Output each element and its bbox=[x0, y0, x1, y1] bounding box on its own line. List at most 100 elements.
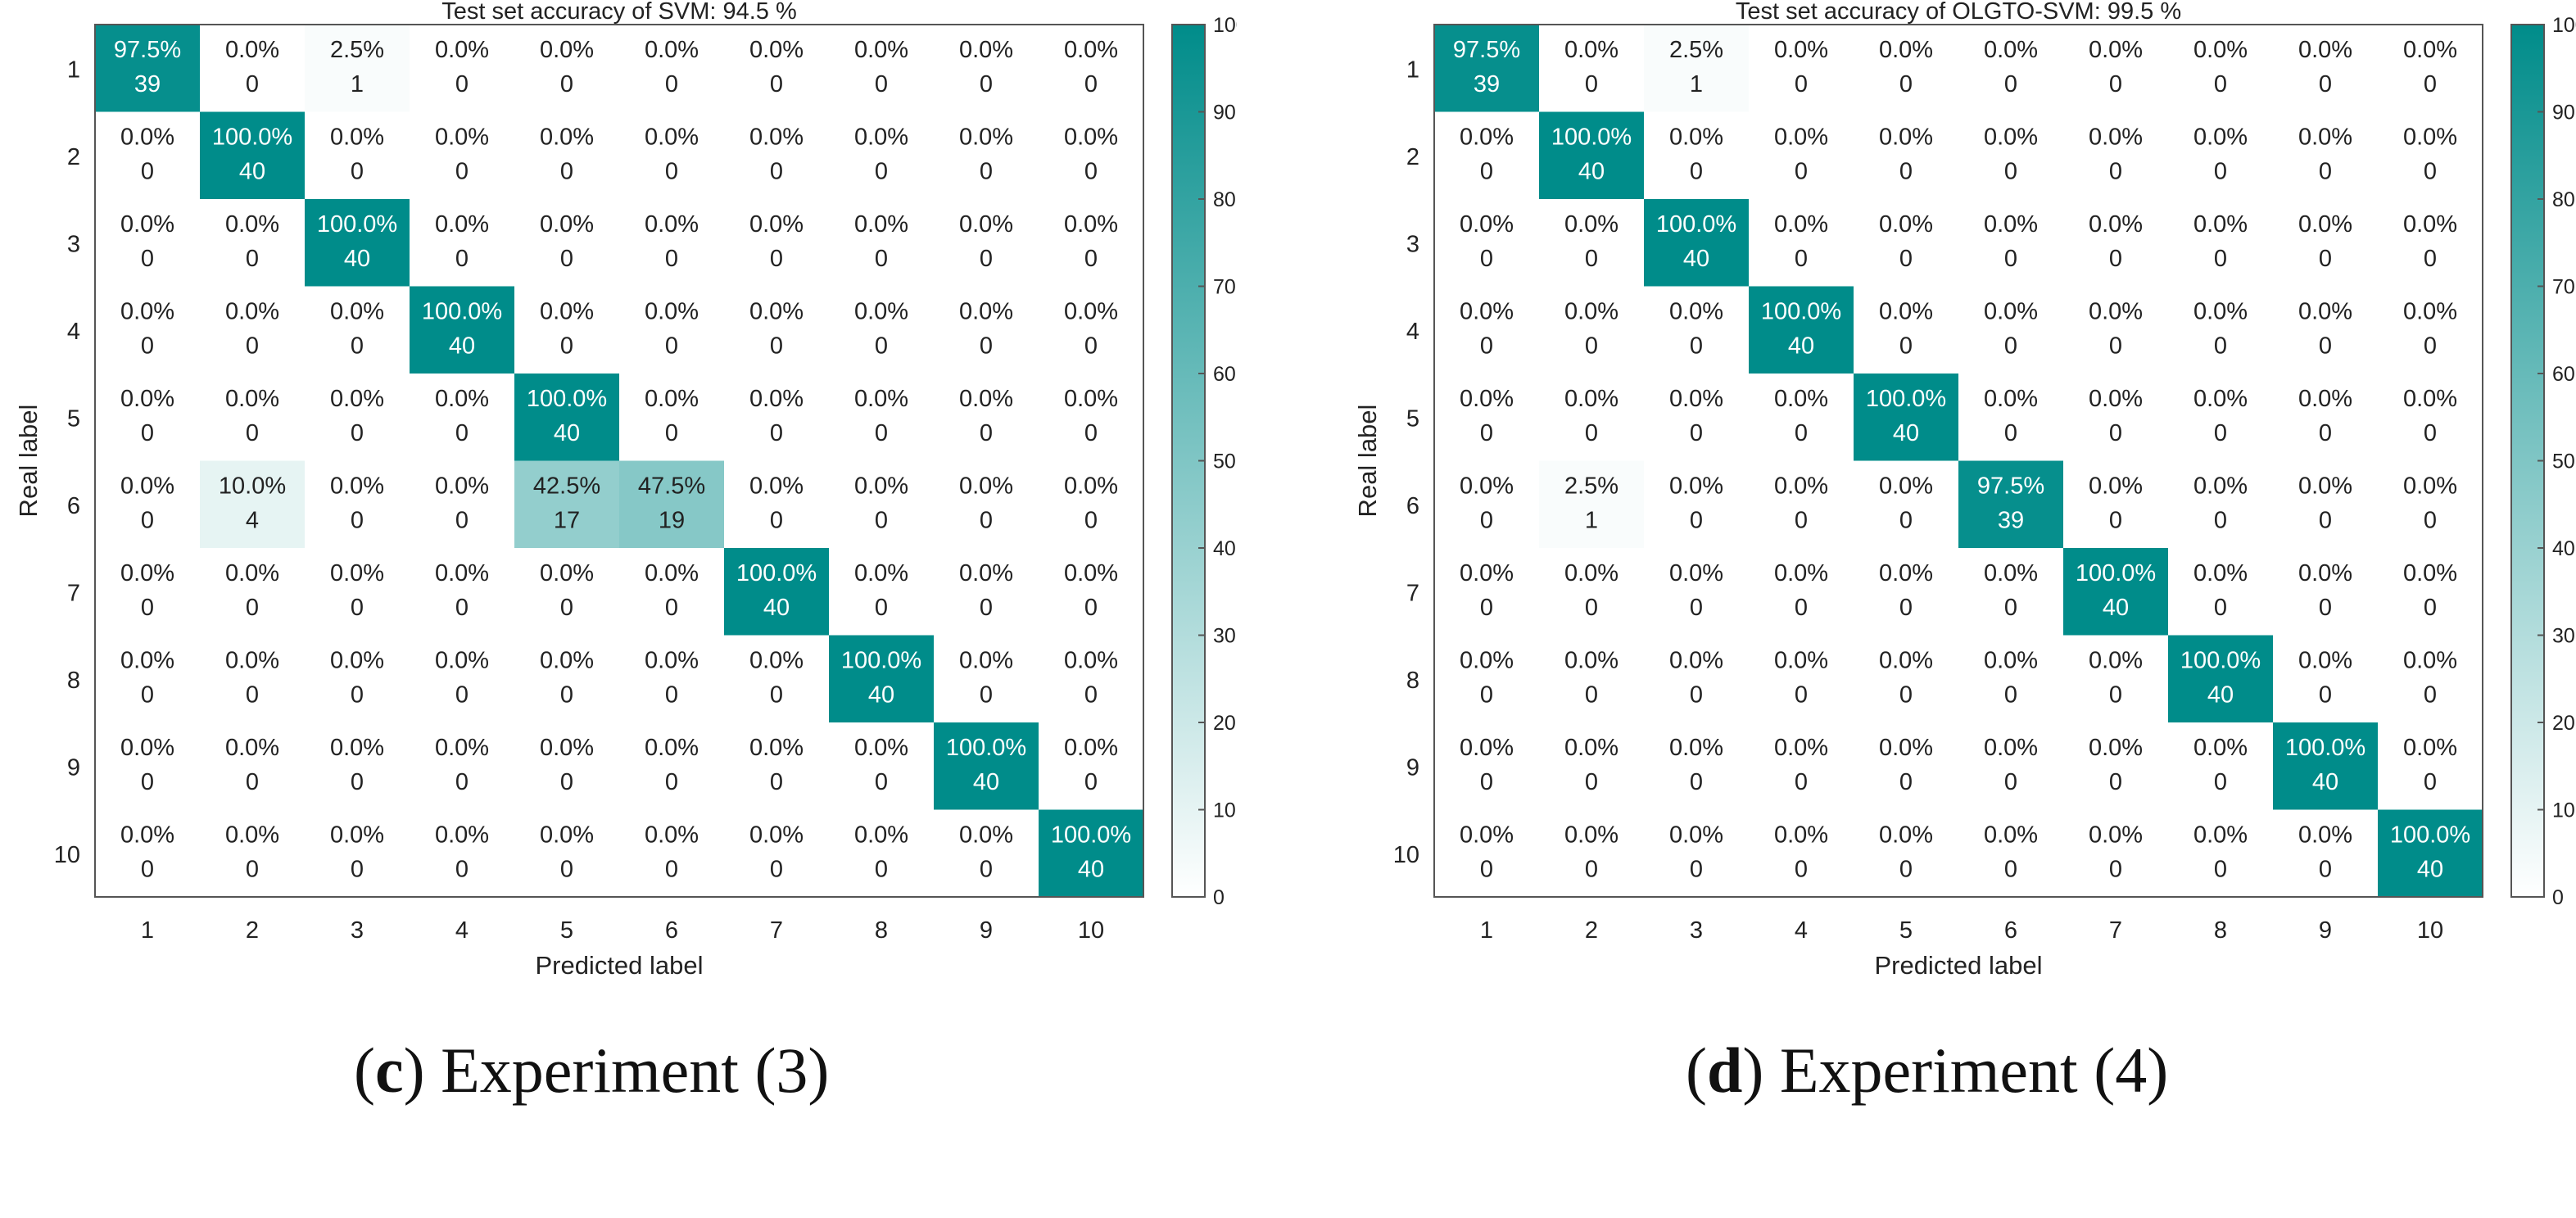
cell-count-label: 0 bbox=[665, 333, 678, 360]
colorbar-tick-label: 60 bbox=[1213, 363, 1236, 386]
cell-count-label: 0 bbox=[246, 769, 259, 795]
cell-count-label: 0 bbox=[1585, 71, 1598, 97]
cell-count-label: 0 bbox=[1690, 508, 1703, 534]
cell-percent-label: 0.0% bbox=[2403, 211, 2457, 238]
cell-percent-label: 0.0% bbox=[959, 125, 1013, 151]
cell-count-label: 0 bbox=[980, 246, 993, 272]
cell-count-label: 0 bbox=[1795, 420, 1808, 446]
cell-percent-label: 0.0% bbox=[959, 560, 1013, 586]
x-tick-label: 1 bbox=[141, 917, 154, 944]
cell-count-label: 0 bbox=[1899, 682, 1913, 709]
y-tick-label: 8 bbox=[1406, 668, 1419, 694]
cell-percent-label: 0.0% bbox=[330, 125, 384, 151]
cell-percent-label: 0.0% bbox=[2403, 299, 2457, 325]
cell-percent-label: 0.0% bbox=[540, 125, 594, 151]
cell-count-label: 0 bbox=[2424, 333, 2437, 360]
cell-percent-label: 0.0% bbox=[1879, 211, 1933, 238]
cell-count-label: 0 bbox=[2214, 71, 2227, 97]
cell-count-label: 0 bbox=[1899, 595, 1913, 621]
cell-count-label: 17 bbox=[554, 508, 580, 534]
cell-percent-label: 0.0% bbox=[645, 125, 699, 151]
cell-count-label: 0 bbox=[1084, 769, 1098, 795]
cell-percent-label: 0.0% bbox=[1984, 822, 2038, 849]
cell-percent-label: 0.0% bbox=[1460, 473, 1514, 500]
cell-count-label: 0 bbox=[141, 246, 154, 272]
cell-percent-label: 0.0% bbox=[2193, 473, 2248, 500]
cell-count-label: 40 bbox=[1893, 420, 1919, 446]
cell-percent-label: 0.0% bbox=[2403, 473, 2457, 500]
cell-percent-label: 100.0% bbox=[2390, 822, 2470, 849]
cell-count-label: 0 bbox=[2004, 159, 2017, 185]
cell-count-label: 0 bbox=[875, 333, 888, 360]
cell-count-label: 0 bbox=[560, 857, 573, 883]
cell-count-label: 0 bbox=[770, 857, 783, 883]
cell-percent-label: 0.0% bbox=[330, 299, 384, 325]
cell-count-label: 0 bbox=[560, 769, 573, 795]
y-tick-label: 4 bbox=[67, 319, 80, 345]
cell-count-label: 0 bbox=[2214, 333, 2227, 360]
cell-percent-label: 0.0% bbox=[1564, 37, 1618, 63]
cell-percent-label: 0.0% bbox=[1669, 560, 1723, 586]
cell-count-label: 0 bbox=[2109, 159, 2122, 185]
cell-percent-label: 0.0% bbox=[1984, 560, 2038, 586]
cell-count-label: 0 bbox=[1795, 682, 1808, 709]
cell-count-label: 0 bbox=[875, 769, 888, 795]
cell-percent-label: 0.0% bbox=[1564, 648, 1618, 674]
cell-count-label: 0 bbox=[246, 595, 259, 621]
cell-count-label: 0 bbox=[1084, 159, 1098, 185]
cell-count-label: 0 bbox=[455, 508, 469, 534]
cell-percent-label: 0.0% bbox=[2298, 211, 2352, 238]
cell-count-label: 0 bbox=[770, 71, 783, 97]
cell-percent-label: 0.0% bbox=[1564, 299, 1618, 325]
cell-percent-label: 0.0% bbox=[854, 386, 908, 412]
cell-count-label: 0 bbox=[1690, 420, 1703, 446]
cell-count-label: 0 bbox=[560, 159, 573, 185]
cell-percent-label: 100.0% bbox=[422, 299, 502, 325]
cell-count-label: 0 bbox=[2109, 769, 2122, 795]
cell-percent-label: 0.0% bbox=[225, 299, 279, 325]
cell-count-label: 0 bbox=[980, 159, 993, 185]
colorbar-tick-label: 30 bbox=[1213, 625, 1236, 648]
cell-count-label: 0 bbox=[1480, 333, 1493, 360]
plot-frame bbox=[94, 24, 1144, 898]
x-tick-label: 6 bbox=[665, 917, 678, 944]
x-tick-label: 7 bbox=[770, 917, 783, 944]
cell-percent-label: 0.0% bbox=[1460, 386, 1514, 412]
cell-count-label: 40 bbox=[2312, 769, 2338, 795]
cell-count-label: 0 bbox=[351, 857, 364, 883]
cell-count-label: 39 bbox=[1998, 508, 2024, 534]
x-tick-label: 8 bbox=[875, 917, 888, 944]
cell-count-label: 0 bbox=[560, 246, 573, 272]
cell-count-label: 0 bbox=[455, 595, 469, 621]
matrix-cell bbox=[1749, 286, 1854, 374]
cell-count-label: 0 bbox=[141, 595, 154, 621]
cell-percent-label: 0.0% bbox=[1984, 299, 2038, 325]
cell-percent-label: 0.0% bbox=[540, 735, 594, 761]
cell-percent-label: 97.5% bbox=[1453, 37, 1520, 63]
cell-percent-label: 100.0% bbox=[1656, 211, 1736, 238]
cell-percent-label: 0.0% bbox=[2089, 822, 2143, 849]
cell-percent-label: 0.0% bbox=[2403, 560, 2457, 586]
cell-count-label: 0 bbox=[1585, 595, 1598, 621]
x-tick-label: 1 bbox=[1480, 917, 1493, 944]
cell-percent-label: 100.0% bbox=[212, 125, 292, 151]
cell-count-label: 4 bbox=[246, 508, 259, 534]
matrix-cell bbox=[619, 460, 724, 548]
cell-count-label: 0 bbox=[770, 769, 783, 795]
colorbar-tick-label: 80 bbox=[2552, 188, 2575, 211]
cell-count-label: 0 bbox=[1480, 682, 1493, 709]
cell-count-label: 0 bbox=[2004, 682, 2017, 709]
cell-count-label: 0 bbox=[1084, 595, 1098, 621]
cell-count-label: 0 bbox=[246, 857, 259, 883]
cell-count-label: 0 bbox=[1585, 857, 1598, 883]
cell-count-label: 0 bbox=[1084, 333, 1098, 360]
cell-count-label: 40 bbox=[1578, 159, 1605, 185]
cell-count-label: 40 bbox=[2207, 682, 2234, 709]
colorbar-tick-label: 100 bbox=[2552, 14, 2576, 37]
cell-percent-label: 0.0% bbox=[1984, 211, 2038, 238]
cell-percent-label: 0.0% bbox=[749, 386, 804, 412]
cell-count-label: 0 bbox=[1480, 857, 1493, 883]
matrix-cell bbox=[305, 25, 410, 112]
cell-count-label: 0 bbox=[1480, 769, 1493, 795]
cell-count-label: 0 bbox=[141, 769, 154, 795]
